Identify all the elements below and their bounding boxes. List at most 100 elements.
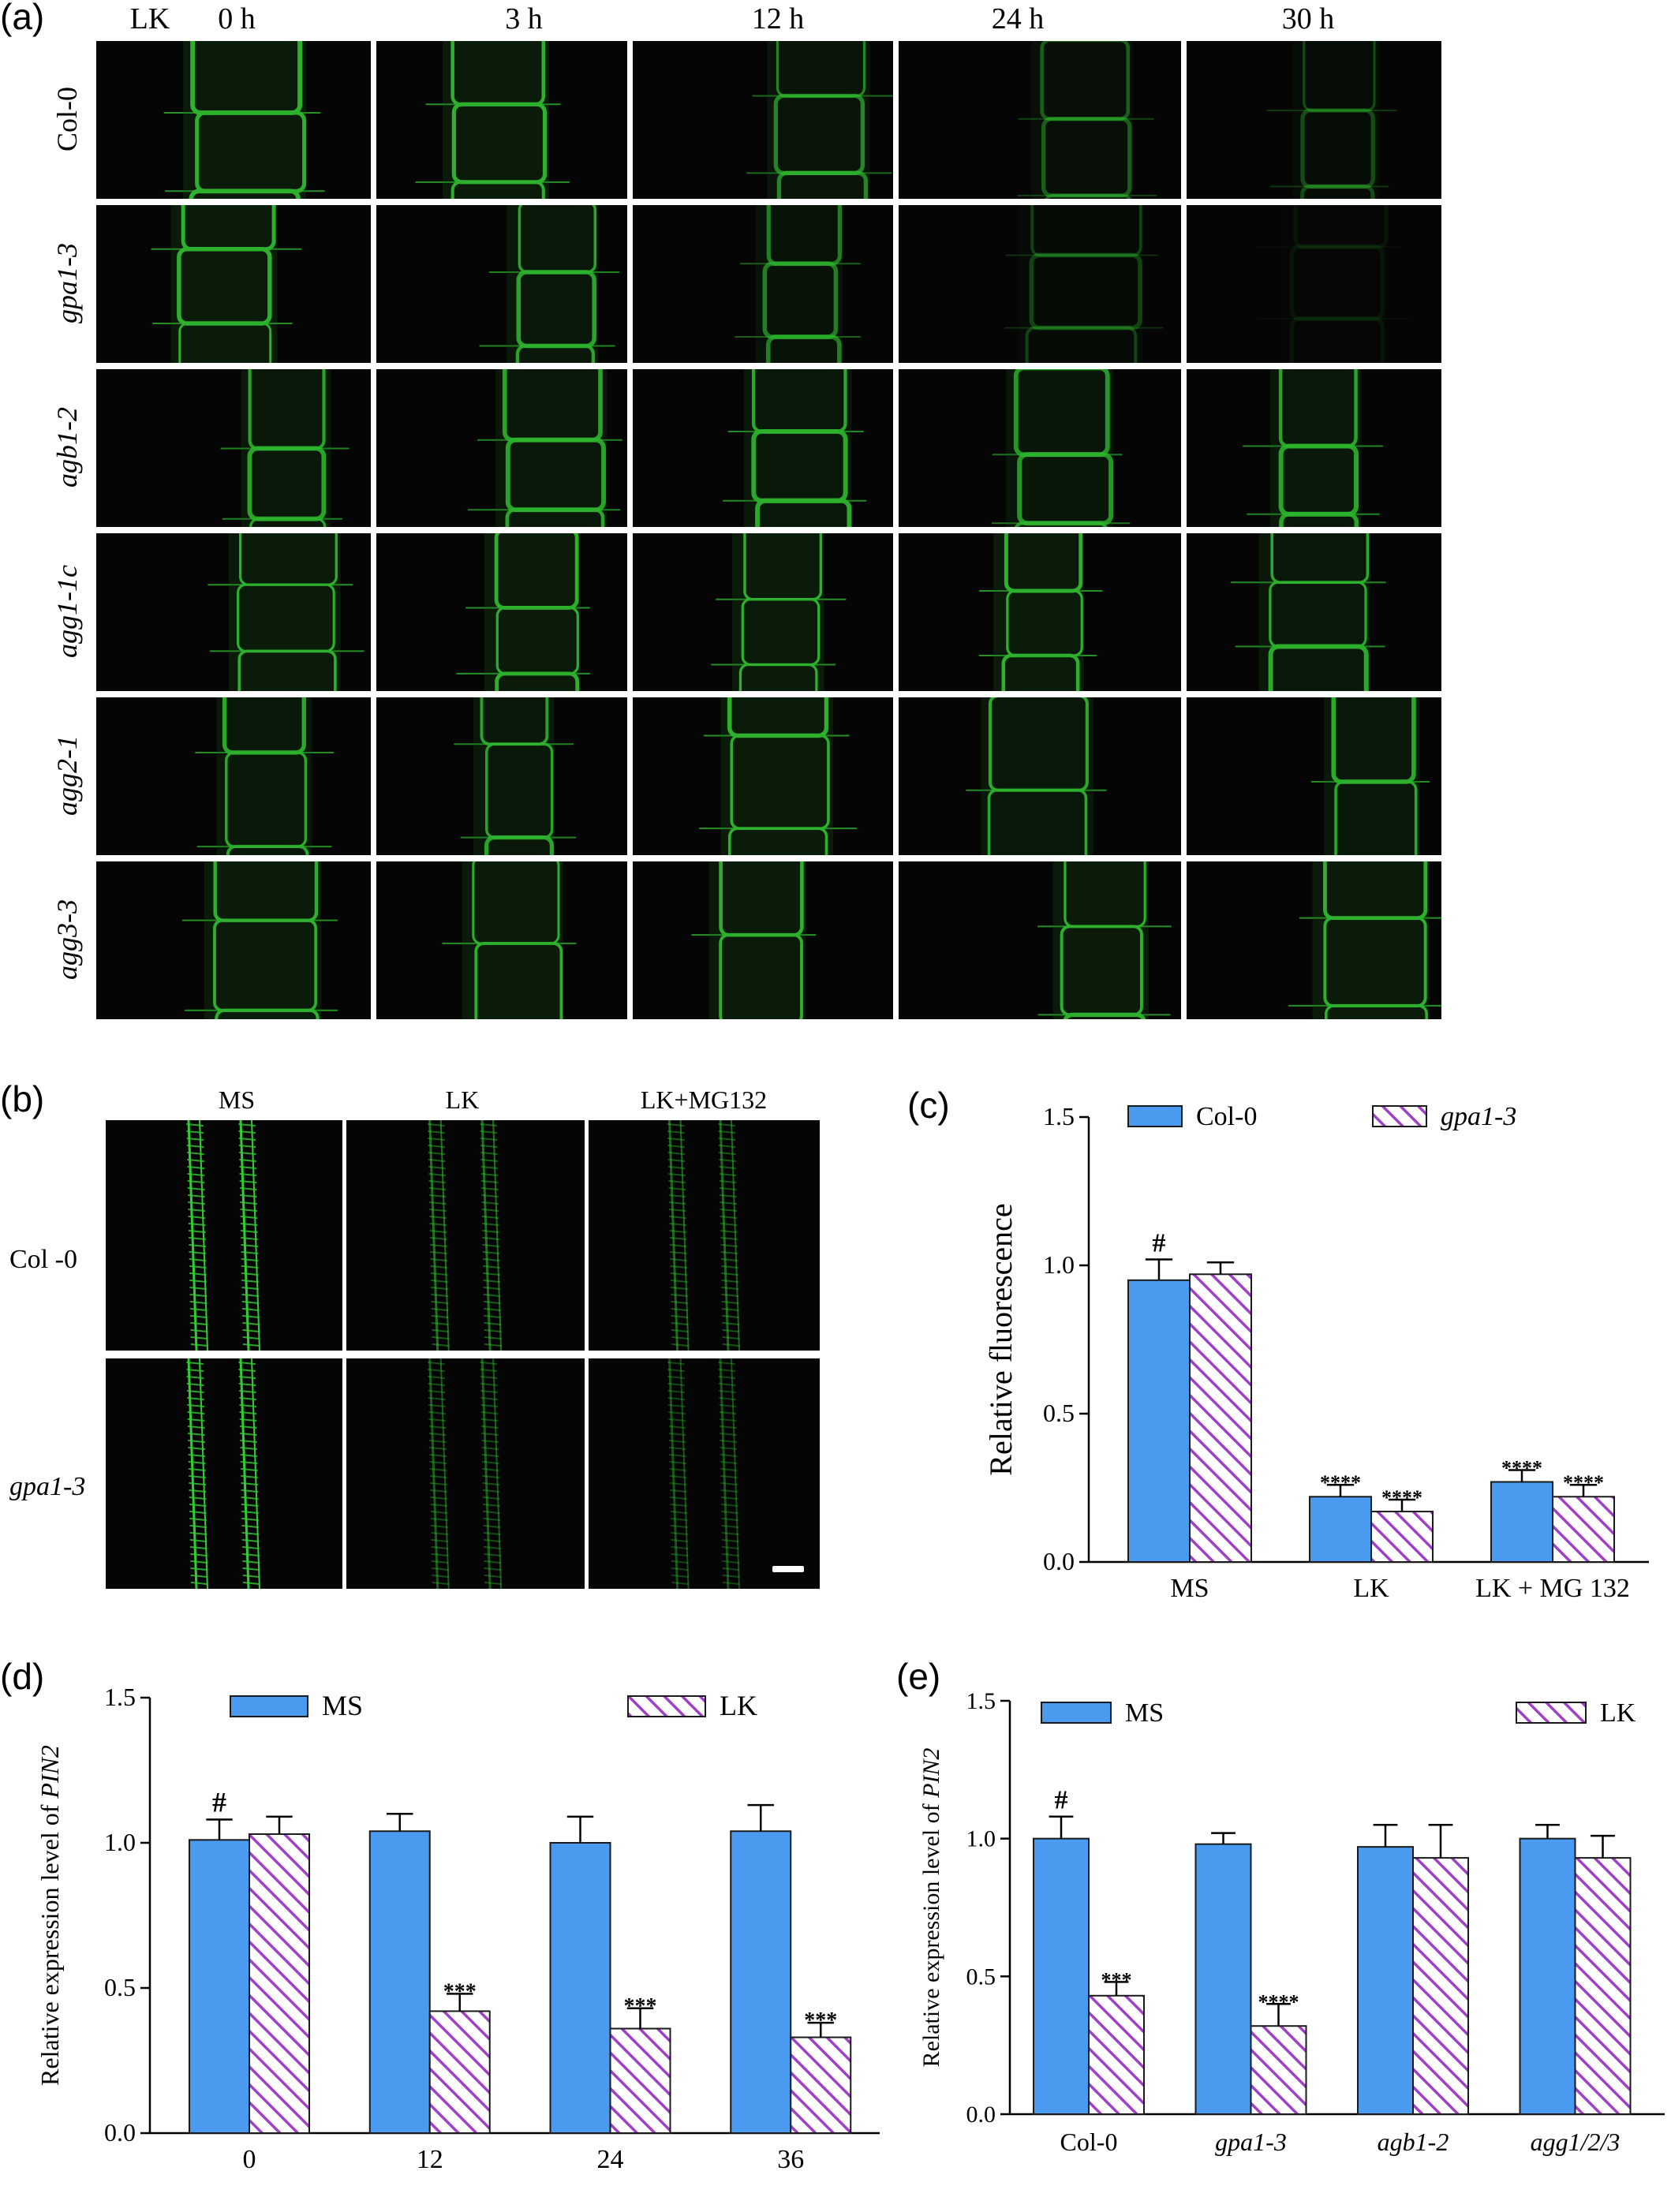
y-tick-label: 1.0 [104,1828,136,1856]
y-tick-label: 1.5 [104,1683,136,1711]
bar [1088,1994,1145,2115]
micrograph-cell [899,697,1181,855]
legend-swatch [1041,1702,1112,1724]
significance-label: *** [804,2008,837,2033]
bar [1250,2025,1307,2116]
legend-label: MS [1125,1698,1164,1728]
bar [609,2027,671,2134]
x-category-label: LK + MG 132 [1475,1574,1630,1603]
bar [1552,1496,1615,1564]
panel-b-row-label: Col -0 [9,1245,77,1274]
micrograph-cell [633,369,893,527]
panel-b-column-label: MS [218,1085,256,1114]
legend-label: Col-0 [1196,1102,1257,1131]
micrograph-cell [106,1358,342,1589]
micrograph-cell [1187,697,1441,855]
micrograph-cell [1187,533,1441,691]
panel-a-row-label: agg3-3 [51,899,83,980]
micrograph-cell [633,41,893,199]
legend-label: gpa1-3 [1441,1102,1516,1131]
panel-a-column-label: 24 h [991,2,1045,35]
micrograph-cell [633,205,893,363]
micrograph-cell [96,41,371,199]
chart-c-relative-fluorescence: 0.0 0.5 1.0 1.5 # MS **** **** LK **** **** LK + MG… [983,1102,1649,1603]
legend-label: LK [720,1690,757,1721]
micrograph-cell [96,697,371,855]
panel-b-micrograph-grid [106,1120,820,1589]
micrograph-cell [899,533,1181,691]
scale-bar [772,1566,804,1572]
micrograph-cell [1187,205,1441,363]
panel-a-column-label: 0 h [218,2,256,35]
micrograph-cell [376,205,627,363]
x-category-label: Col-0 [1060,2128,1118,2156]
legend-swatch [1516,1702,1587,1724]
chart-e-pin2-expression-mutants: 0.0 0.5 1.0 1.5 # *** Col-0 **** gpa1-3 agb1-2 agg… [918,1688,1665,2156]
significance-label: *** [443,1979,477,2004]
micrograph-cell [589,1358,820,1589]
significance-label: # [1153,1228,1166,1257]
bar [1490,1481,1553,1564]
panel-b-column-label: LK+MG132 [640,1085,768,1114]
panel-a-micrograph-grid [96,39,1461,1049]
micrograph-cell [1187,369,1441,527]
significance-label: **** [1258,1990,1299,2013]
x-category-label: 36 [777,2145,804,2174]
y-tick-label: 0.0 [104,2118,136,2147]
legend-swatch [1372,1105,1427,1127]
panel-a-row-label: agg2-1 [51,735,83,816]
y-tick-label: 0.0 [1043,1547,1075,1575]
micrograph-cell [96,533,371,691]
micrograph-cell [633,533,893,691]
micrograph-cell [899,41,1181,199]
significance-label: # [1055,1786,1068,1815]
micrograph-cell [899,369,1181,527]
micrograph-cell [1187,41,1441,199]
significance-label: **** [1563,1471,1604,1494]
x-category-label: 0 [243,2145,256,2174]
bar [249,1833,310,2135]
bar [730,1830,792,2134]
panel-a-column-label: 30 h [1281,2,1335,35]
y-tick-label: 1.5 [1043,1102,1075,1130]
x-category-label: agb1-2 [1378,2128,1449,2156]
micrograph-cell [899,205,1181,363]
micrograph-cell [346,1120,585,1351]
x-category-label: agg1/2/3 [1531,2128,1621,2156]
significance-label: *** [624,1994,657,2019]
y-tick-label: 0.0 [966,2102,996,2128]
panel-a-corner-label: LK [129,2,170,35]
bar [1194,1843,1252,2116]
micrograph-cell [346,1358,585,1589]
bar [790,2036,852,2134]
panel-a-letter: (a) [0,0,45,37]
panel-a-column-label: 12 h [751,2,805,35]
significance-label: **** [1501,1456,1542,1479]
bar [428,2010,491,2134]
y-tick-label: 0.5 [966,1964,996,1990]
bar [1370,1511,1434,1564]
significance-label: **** [1381,1486,1422,1509]
legend-label: MS [322,1690,363,1721]
x-category-label: 24 [597,2145,624,2174]
micrograph-cell [376,861,627,1019]
y-tick-label: 1.0 [1043,1250,1075,1279]
bar [1189,1273,1252,1563]
panel-b-letter: (b) [0,1078,45,1119]
legend-swatch [1127,1105,1183,1127]
y-axis-label: Relative expression level of PIN2 [36,1745,64,2086]
bar [549,1842,611,2134]
y-tick-label: 0.5 [104,1973,136,2001]
y-axis-label: Relative expression level of PIN2 [918,1748,944,2068]
legend-swatch [627,1695,706,1717]
significance-label: # [212,1787,226,1818]
x-category-label: LK [1353,1574,1389,1603]
bar [1519,1837,1576,2116]
legend-swatch [230,1695,308,1717]
micrograph-cell [633,697,893,855]
bar [1033,1837,1090,2116]
micrograph-cell [1187,861,1441,1019]
chart-d-pin2-expression-time: 0.0 0.5 1.0 1.5 #0 *** 12 *** 24 *** 36 MS LK Relativ… [36,1683,880,2209]
y-tick-label: 0.5 [1043,1399,1075,1427]
micrograph-cell [376,697,627,855]
